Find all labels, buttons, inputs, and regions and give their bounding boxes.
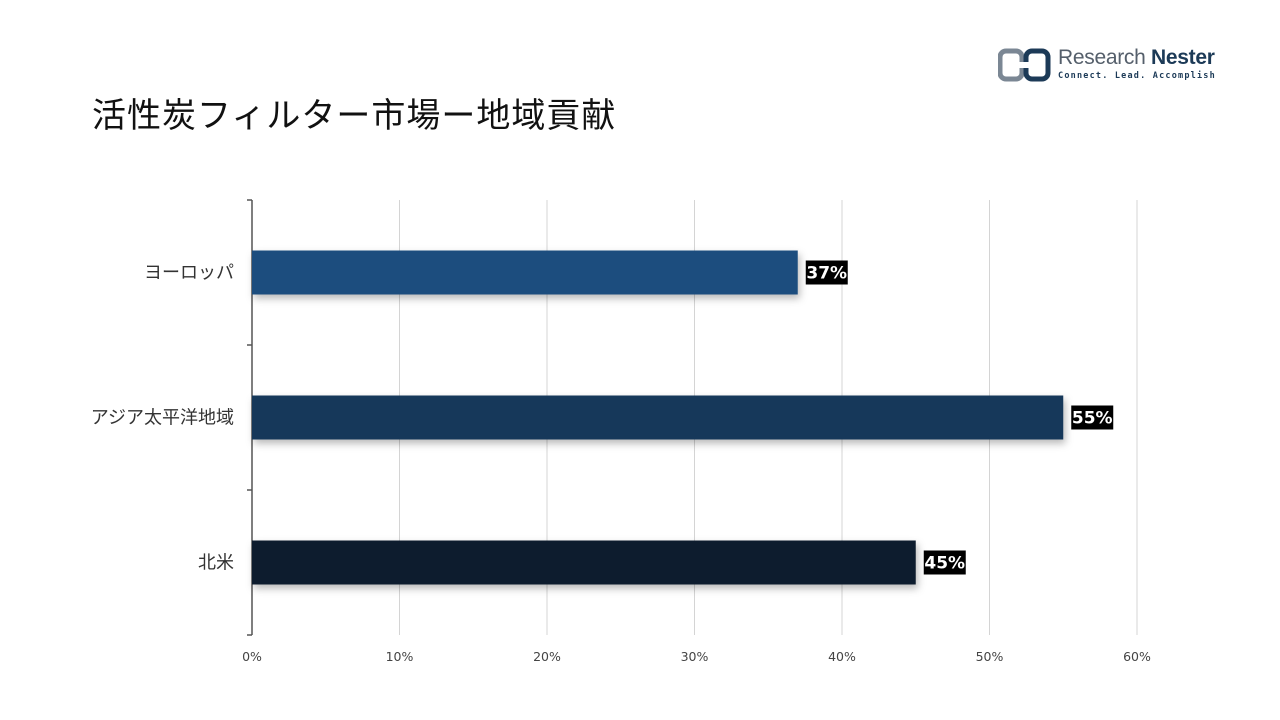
- bar: [252, 395, 1064, 440]
- logo-name-bold: Nester: [1151, 46, 1215, 69]
- data-label: 45%: [924, 554, 965, 574]
- x-tick-label: 0%: [242, 649, 262, 664]
- x-tick-label: 10%: [386, 649, 414, 664]
- data-label-box: [1071, 405, 1114, 430]
- x-tick-label: 50%: [976, 649, 1004, 664]
- x-tick-label: 20%: [533, 649, 561, 664]
- data-label: 55%: [1072, 409, 1113, 429]
- bars: [252, 250, 1064, 585]
- bar: [252, 540, 916, 585]
- x-tick-label: 40%: [828, 649, 856, 664]
- category-label: 北米: [198, 553, 234, 574]
- logo-mark-icon: [998, 48, 1051, 82]
- data-label-box: [805, 260, 848, 285]
- data-label-box: [923, 550, 966, 575]
- labels: 0% 10% 20% 30% 40% 50% 60% ヨーロッパ 37% アジア太平洋地域 55% 北…: [91, 260, 1151, 664]
- x-tick-label: 30%: [681, 649, 709, 664]
- logo-name-light: Research: [1058, 46, 1146, 69]
- bar: [252, 250, 798, 295]
- x-tick-label: 60%: [1123, 649, 1151, 664]
- logo-name: Research Nester: [1058, 46, 1215, 70]
- category-label: アジア太平洋地域: [91, 408, 234, 429]
- category-label: ヨーロッパ: [144, 263, 234, 284]
- chart-title: 活性炭フィルター市場ー地域貢献: [92, 96, 617, 136]
- data-label: 37%: [806, 264, 847, 284]
- y-axis: [247, 199, 253, 636]
- logo-tagline: Connect. Lead. Accomplish: [1058, 71, 1216, 81]
- brand-logo: Research Nester Connect. Lead. Accomplis…: [998, 46, 1238, 86]
